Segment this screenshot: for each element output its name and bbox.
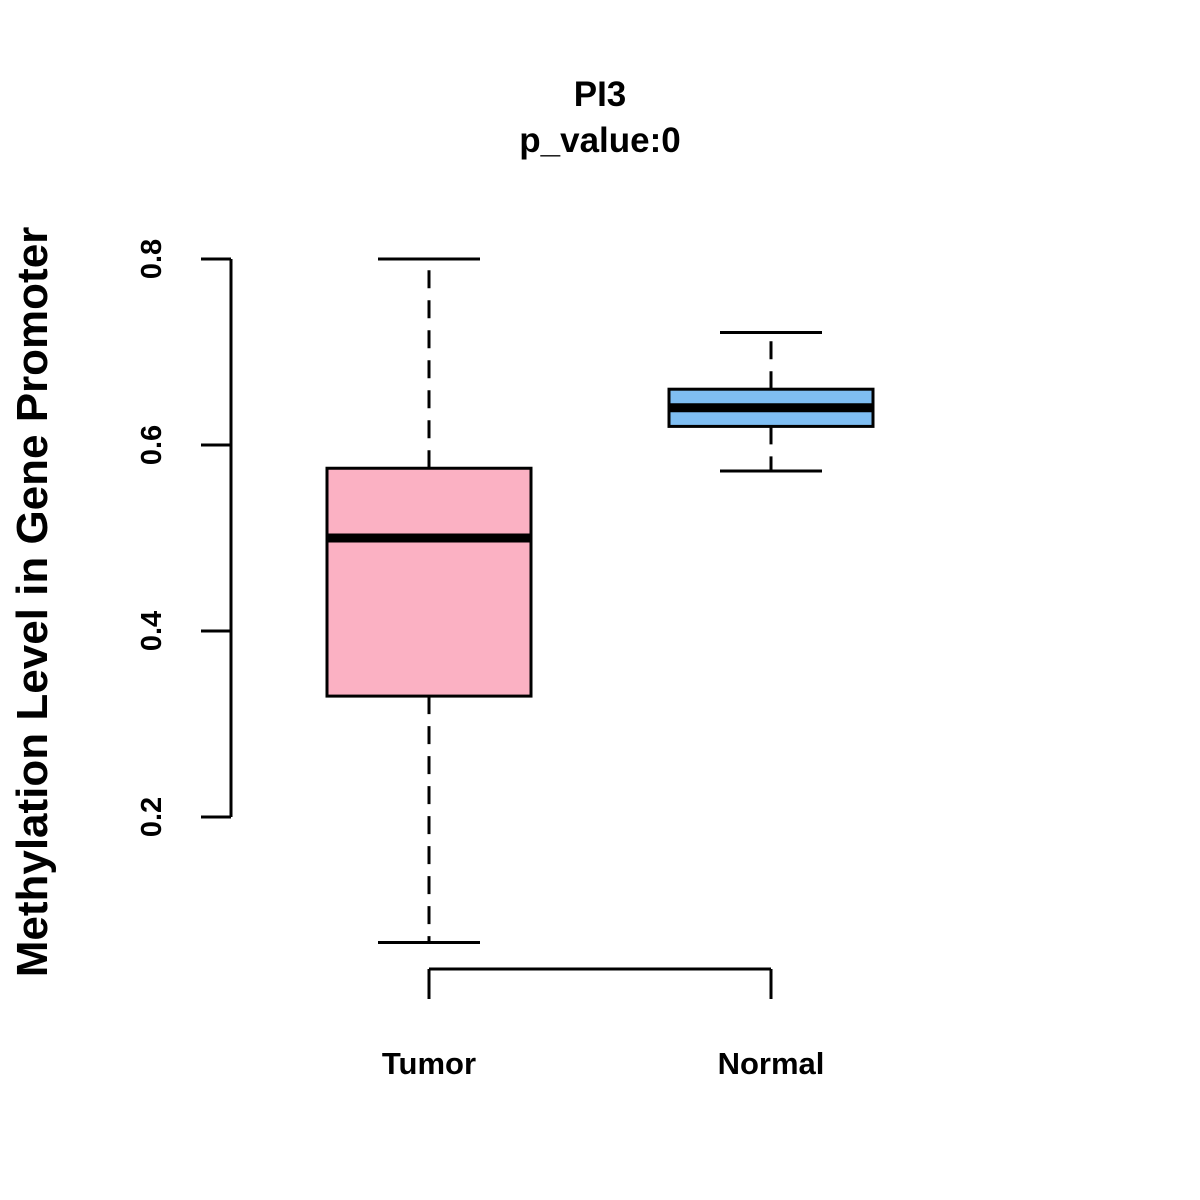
y-tick-label: 0.4	[136, 611, 168, 651]
x-category-label-normal: Normal	[718, 1046, 825, 1081]
y-tick-label: 0.8	[136, 239, 168, 279]
y-axis: 0.2 0.4 0.6 0.8	[136, 239, 233, 837]
y-tick-label: 0.2	[136, 797, 168, 837]
box-series	[325, 257, 875, 945]
chart-title: PI3	[574, 75, 627, 114]
chart-subtitle: p_value:0	[519, 121, 680, 160]
x-category-label-tumor: Tumor	[382, 1046, 476, 1081]
y-axis-label: Methylation Level in Gene Promoter	[8, 227, 57, 978]
x-axis: Tumor Normal	[382, 967, 825, 1081]
box-normal	[667, 330, 875, 473]
box-tumor	[325, 257, 533, 945]
iqr-box-tumor	[325, 466, 533, 698]
y-tick-label: 0.6	[136, 425, 168, 465]
